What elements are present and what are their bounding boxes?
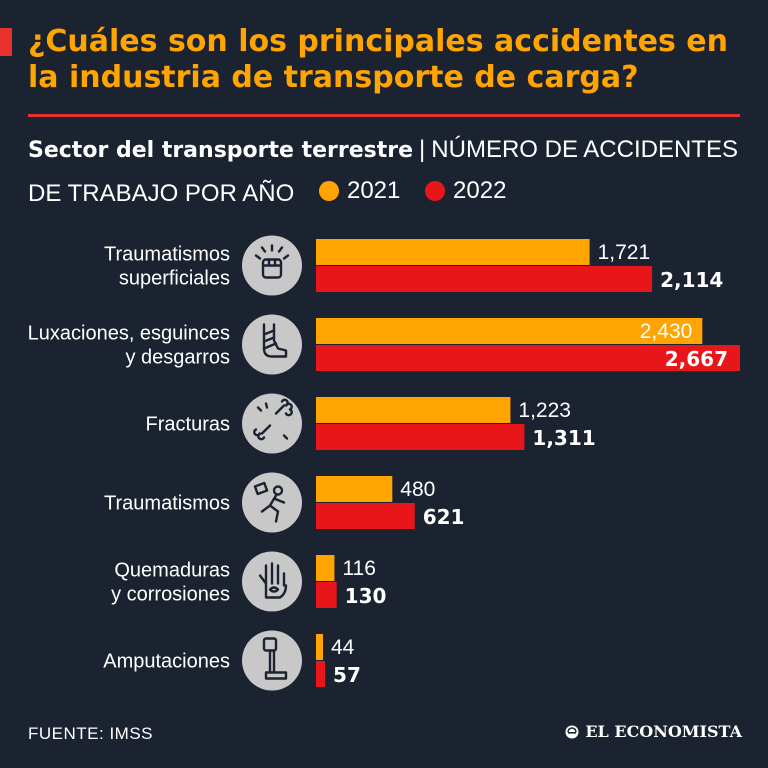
fist-impact-icon xyxy=(242,235,302,296)
value-label-2021: 1,721 xyxy=(598,241,651,264)
bar-2021 xyxy=(316,476,393,502)
category-label: y corrosiones xyxy=(111,584,230,606)
sector-label: Sector del transporte terrestre xyxy=(28,138,414,163)
subtitle-line2: DE TRABAJO POR AÑO 2021 2022 xyxy=(28,174,748,211)
falling-person-icon xyxy=(242,472,302,533)
value-label-2022: 2,114 xyxy=(660,268,723,292)
chart-subtitle: Sector del transporte terrestre | NÚMERO D… xyxy=(28,133,748,211)
legend-item-2022: 2022 xyxy=(425,174,506,208)
value-label-2021: 116 xyxy=(342,557,375,580)
bar-2021 xyxy=(316,318,703,344)
bar-2022 xyxy=(316,582,337,608)
category-label: Traumatismos xyxy=(104,244,230,266)
bar-2022 xyxy=(316,266,653,292)
title-accent-bar xyxy=(0,28,12,56)
category-label: Traumatismos xyxy=(104,493,230,515)
source-note: FUENTE: IMSS xyxy=(28,724,154,743)
bar-2021 xyxy=(316,634,323,660)
legend-label-2021: 2021 xyxy=(346,177,401,204)
legend-label-2022: 2022 xyxy=(453,177,507,204)
category-label: Fracturas xyxy=(146,414,230,436)
brand-logo: EL ECONOMISTA xyxy=(565,722,742,741)
prosthetic-leg-icon xyxy=(242,630,302,691)
bar-2022 xyxy=(316,424,525,450)
legend-dot-2022 xyxy=(425,181,446,201)
page-title: ¿Cuáles son los principales accidentes e… xyxy=(28,24,729,95)
legend-item-2021: 2021 xyxy=(318,174,401,208)
bar-2021 xyxy=(316,239,590,265)
value-label-2021: 480 xyxy=(400,478,435,501)
value-label-2022: 1,311 xyxy=(532,426,595,450)
category-label: Amputaciones xyxy=(103,651,230,673)
brand-mark-icon xyxy=(565,725,579,738)
value-label-2021: 1,223 xyxy=(518,399,571,422)
bar-2022 xyxy=(316,661,326,687)
value-label-2022: 2,667 xyxy=(665,347,728,371)
bandaged-foot-icon xyxy=(242,314,302,375)
category-label: y desgarros xyxy=(126,347,231,369)
value-label-2022: 57 xyxy=(333,663,361,687)
value-label-2022: 621 xyxy=(423,505,465,529)
bar-2021 xyxy=(316,555,335,581)
value-label-2021: 2,430 xyxy=(640,320,693,343)
burned-hand-icon xyxy=(242,551,302,612)
category-label: Quemaduras xyxy=(114,560,230,582)
category-label: Luxaciones, esguinces xyxy=(28,323,230,345)
metric-label-part1: NÚMERO DE ACCIDENTES xyxy=(431,136,738,163)
metric-label-part2: DE TRABAJO POR AÑO xyxy=(28,180,295,207)
brand-name: EL ECONOMISTA xyxy=(585,722,742,741)
legend-dot-2021 xyxy=(318,181,339,201)
bar-2022 xyxy=(316,503,415,529)
bar-2022 xyxy=(316,345,740,371)
value-label-2021: 44 xyxy=(331,636,355,659)
broken-bone-icon xyxy=(242,393,302,454)
value-label-2022: 130 xyxy=(345,584,387,608)
bar-2021 xyxy=(316,397,511,423)
category-label: superficiales xyxy=(119,268,230,290)
title-divider xyxy=(28,114,740,117)
subtitle-separator: | xyxy=(419,136,426,163)
